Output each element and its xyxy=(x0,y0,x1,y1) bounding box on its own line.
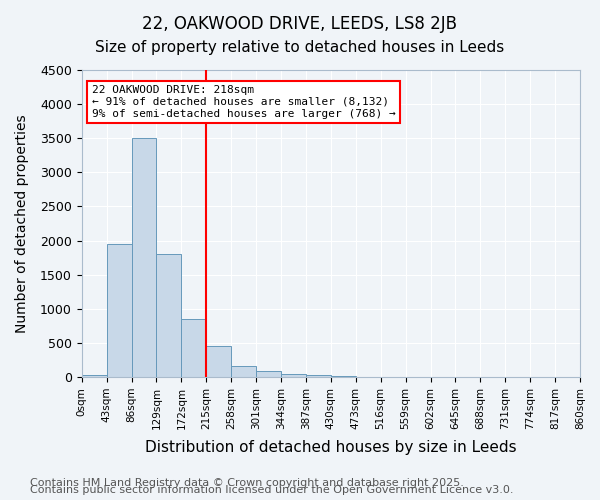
Text: Contains HM Land Registry data © Crown copyright and database right 2025.: Contains HM Land Registry data © Crown c… xyxy=(30,478,464,488)
Bar xyxy=(157,254,181,377)
Text: 22 OAKWOOD DRIVE: 218sqm
← 91% of detached houses are smaller (8,132)
9% of semi: 22 OAKWOOD DRIVE: 218sqm ← 91% of detach… xyxy=(92,86,395,118)
Text: 22, OAKWOOD DRIVE, LEEDS, LS8 2JB: 22, OAKWOOD DRIVE, LEEDS, LS8 2JB xyxy=(143,15,458,33)
Y-axis label: Number of detached properties: Number of detached properties xyxy=(15,114,29,333)
Bar xyxy=(107,244,131,377)
Bar xyxy=(82,375,107,377)
Bar xyxy=(231,366,256,377)
Bar xyxy=(331,376,356,377)
X-axis label: Distribution of detached houses by size in Leeds: Distribution of detached houses by size … xyxy=(145,440,517,455)
Text: Size of property relative to detached houses in Leeds: Size of property relative to detached ho… xyxy=(95,40,505,55)
Bar xyxy=(131,138,157,377)
Bar xyxy=(256,371,281,377)
Text: Contains public sector information licensed under the Open Government Licence v3: Contains public sector information licen… xyxy=(30,485,514,495)
Bar xyxy=(306,375,331,377)
Bar xyxy=(206,346,231,377)
Bar xyxy=(281,374,306,377)
Bar xyxy=(181,319,206,377)
